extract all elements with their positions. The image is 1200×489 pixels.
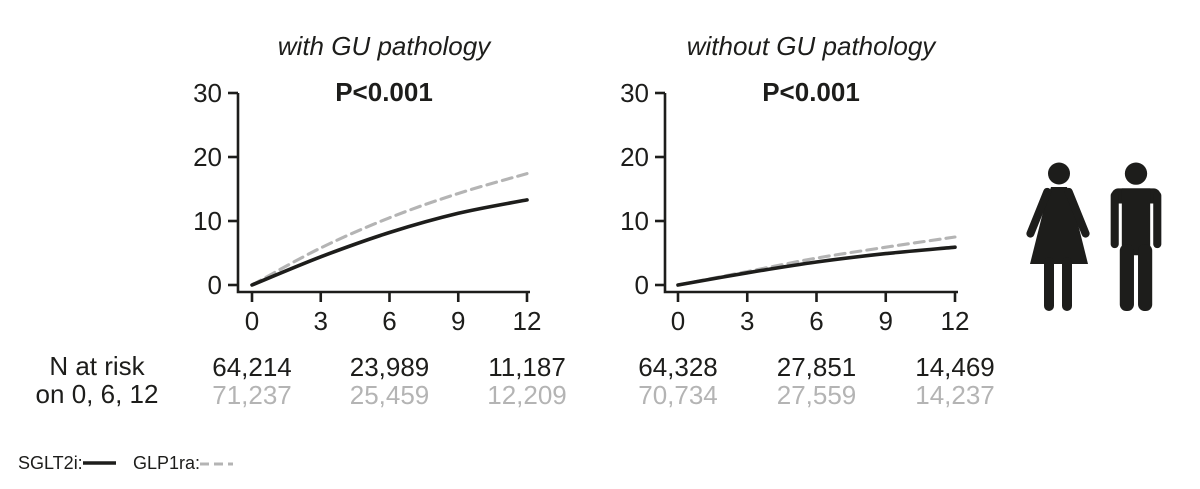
x-tick-label: 0 — [244, 306, 260, 336]
x-tick-label: 9 — [878, 306, 893, 336]
y-tick-label: 0 — [634, 270, 649, 300]
n-at-risk-value-sglt2i: 64,214 — [212, 352, 292, 382]
y-tick-label: 10 — [193, 206, 222, 236]
sglt2i-curve-panel-0 — [250, 198, 529, 287]
panel-title-without-gu-pathology: without GU pathology — [686, 31, 936, 61]
n-at-risk-value-sglt2i: 64,328 — [638, 352, 718, 382]
x-tick-label: 6 — [382, 306, 397, 336]
n-at-risk-value-glp1ra: 71,237 — [212, 380, 292, 410]
p-value-with-gu-pathology: P<0.001 — [335, 77, 433, 107]
axis-lines-panel-1 — [663, 93, 958, 294]
n-at-risk-value-sglt2i: 11,187 — [488, 352, 566, 382]
male-icon — [1110, 162, 1162, 311]
n-at-risk-value-sglt2i: 27,851 — [776, 352, 857, 382]
p-value-without-gu-pathology: P<0.001 — [762, 77, 860, 107]
x-tick-label: 3 — [313, 306, 328, 336]
y-tick-label: 30 — [620, 78, 649, 108]
n-at-risk-value-glp1ra: 25,459 — [349, 380, 430, 410]
female-icon — [1026, 162, 1090, 311]
y-tick-label: 10 — [620, 206, 649, 236]
x-tick-label: 0 — [670, 306, 686, 336]
y-tick-label: 30 — [193, 78, 222, 108]
legend-label-sglt2i: SGLT2i: — [18, 453, 83, 473]
n-at-risk-value-glp1ra: 14,237 — [915, 380, 995, 410]
legend-label-glp1ra: GLP1ra: — [133, 453, 201, 473]
x-tick-label: 3 — [740, 306, 755, 336]
n-at-risk-value-glp1ra: 70,734 — [638, 380, 718, 410]
y-tick-label: 20 — [193, 142, 222, 172]
n-at-risk-value-sglt2i: 23,989 — [349, 352, 430, 382]
panel-title-with-gu-pathology: with GU pathology — [277, 31, 491, 61]
y-tick-label: 20 — [620, 142, 649, 172]
y-tick-label: 0 — [207, 270, 222, 300]
n-at-risk-value-glp1ra: 12,209 — [487, 380, 567, 410]
n-at-risk-label: N at risk — [49, 351, 145, 381]
x-tick-label: 12 — [512, 306, 542, 336]
n-at-risk-times-label: on 0, 6, 12 — [35, 379, 159, 409]
sglt2i-curve-panel-1 — [676, 245, 957, 287]
n-at-risk-value-glp1ra: 27,559 — [776, 380, 857, 410]
glp1ra-curve-panel-0 — [250, 172, 529, 287]
axis-lines-panel-0 — [236, 93, 530, 294]
x-tick-label: 12 — [940, 306, 970, 336]
x-tick-label: 6 — [809, 306, 824, 336]
n-at-risk-value-sglt2i: 14,469 — [915, 352, 995, 382]
x-tick-label: 9 — [451, 306, 466, 336]
